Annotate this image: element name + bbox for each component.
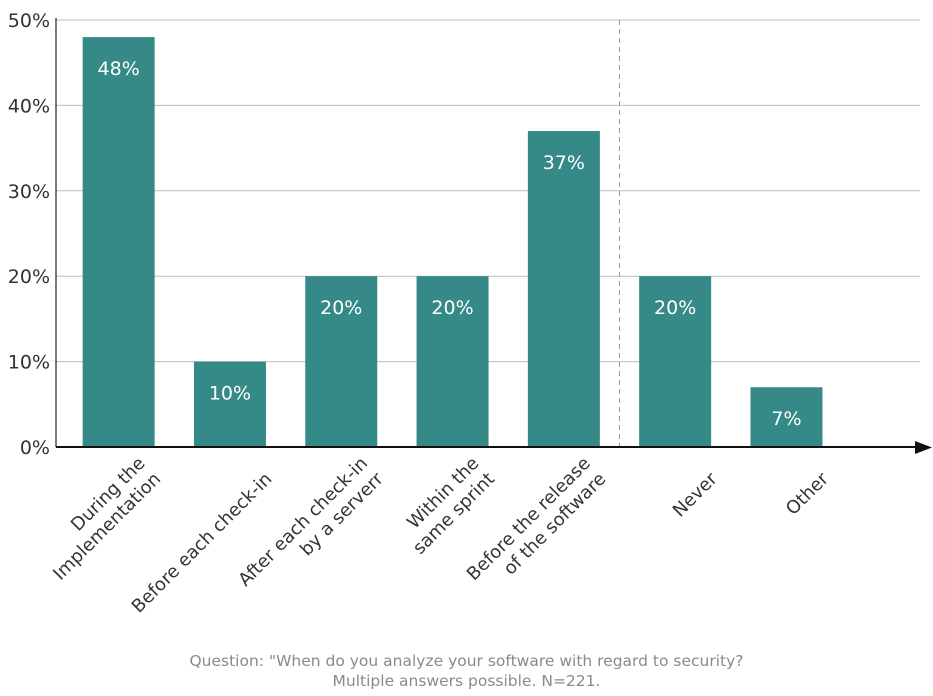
y-tick-label: 0% <box>20 437 50 459</box>
data-label: 10% <box>209 383 251 405</box>
caption-question: Question: "When do you analyze your soft… <box>189 652 744 670</box>
y-tick-label: 30% <box>8 181 50 203</box>
x-axis-arrow-icon <box>915 441 932 454</box>
bar <box>639 276 712 447</box>
category-label-line: Never <box>669 468 722 521</box>
data-label: 37% <box>543 152 585 174</box>
y-tick-label: 20% <box>8 266 50 288</box>
caption-note: Multiple answers possible. N=221. <box>332 672 601 690</box>
data-label: 20% <box>320 297 362 319</box>
data-label: 7% <box>771 408 801 430</box>
bar <box>527 131 600 447</box>
y-tick-label: 10% <box>8 352 50 374</box>
category-label-line: Other <box>782 468 833 519</box>
data-label: 20% <box>431 297 473 319</box>
y-tick-label: 50% <box>8 10 50 32</box>
category-label: Other <box>782 468 833 519</box>
category-label: Never <box>669 468 722 521</box>
bar <box>193 361 266 447</box>
data-label: 48% <box>98 58 140 80</box>
y-tick-label: 40% <box>8 95 50 117</box>
bar <box>750 387 823 447</box>
bar <box>82 37 155 447</box>
bar <box>305 276 378 447</box>
bar <box>416 276 489 447</box>
data-label: 20% <box>654 297 696 319</box>
